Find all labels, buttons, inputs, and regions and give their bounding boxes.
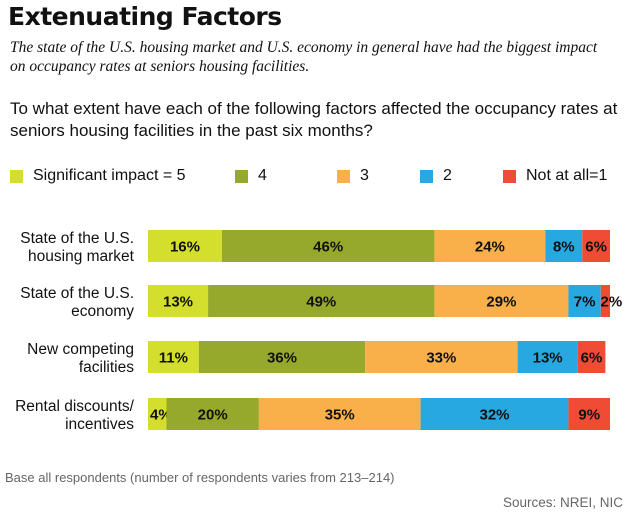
category-label: State of the U.S. [20,230,134,247]
data-label: 20% [198,407,228,424]
bar-segment [434,285,569,317]
bar-segment [148,285,209,317]
data-label: 32% [479,407,509,424]
bar-segment [568,285,601,317]
data-label: 4% [150,407,172,424]
bar-segment [600,285,610,317]
bar-segment [221,230,435,262]
data-label: 46% [313,239,343,256]
data-label: 36% [267,350,297,367]
legend-item-3: 3 [337,166,369,186]
data-label: 6% [581,350,603,367]
legend-label-5: Significant impact = 5 [33,167,186,184]
legend: Significant impact = 5 4 3 2 Not at all=… [10,166,630,188]
data-label: 33% [426,350,456,367]
data-label: 49% [306,294,336,311]
data-label: 6% [585,239,607,256]
legend-item-4: 4 [235,166,267,186]
data-label: 7% [574,294,596,311]
legend-label-1: Not at all=1 [526,167,608,184]
bar-segment [148,398,167,430]
bar-segment [582,230,610,262]
bar-segment [577,341,606,373]
data-label: 11% [159,350,188,367]
data-label: 35% [325,407,355,424]
survey-question: To what extent have each of the followin… [10,99,618,140]
legend-label-3: 3 [360,167,369,184]
legend-item-2: 2 [420,166,452,186]
bar-segment [166,398,259,430]
category-label: New competing [27,341,134,358]
bar-segment [198,341,366,373]
category-label: housing market [28,248,135,265]
legend-swatch-4 [235,169,248,183]
data-label: 16% [170,239,200,256]
legend-swatch-1 [503,169,516,183]
bar-segment [420,398,569,430]
bar-segment [208,285,435,317]
legend-swatch-5 [10,169,23,183]
chart-title: Extenuating Factors [8,2,282,31]
category-label: Rental discounts/ [15,398,135,415]
bar-segment [434,230,546,262]
data-label: 2% [601,294,623,311]
base-footnote: Base all respondents (number of responde… [5,470,395,485]
legend-label-4: 4 [258,167,267,184]
bar-segment [148,230,222,262]
category-label: incentives [65,416,134,433]
legend-label-2: 2 [443,167,452,184]
category-label: economy [71,303,134,320]
bar-segment [568,398,610,430]
category-label: facilities [79,359,134,376]
data-label: 8% [553,239,575,256]
bar-segment [258,398,421,430]
category-label: State of the U.S. [20,285,134,302]
legend-item-5: Significant impact = 5 [10,166,186,186]
data-label: 24% [475,239,505,256]
bar-segment [148,341,199,373]
bar-segment [517,341,578,373]
legend-swatch-2 [420,169,433,183]
data-label: 13% [533,350,563,367]
legend-item-1: Not at all=1 [503,166,607,186]
data-label: 9% [578,407,600,424]
sources-note: Sources: NREI, NIC [502,495,623,510]
bar-segment [545,230,583,262]
data-label: 29% [486,294,516,311]
bar-segment [365,341,518,373]
data-label: 13% [163,294,193,311]
legend-swatch-3 [337,169,350,183]
chart-subtitle: The state of the U.S. housing market and… [10,39,598,75]
